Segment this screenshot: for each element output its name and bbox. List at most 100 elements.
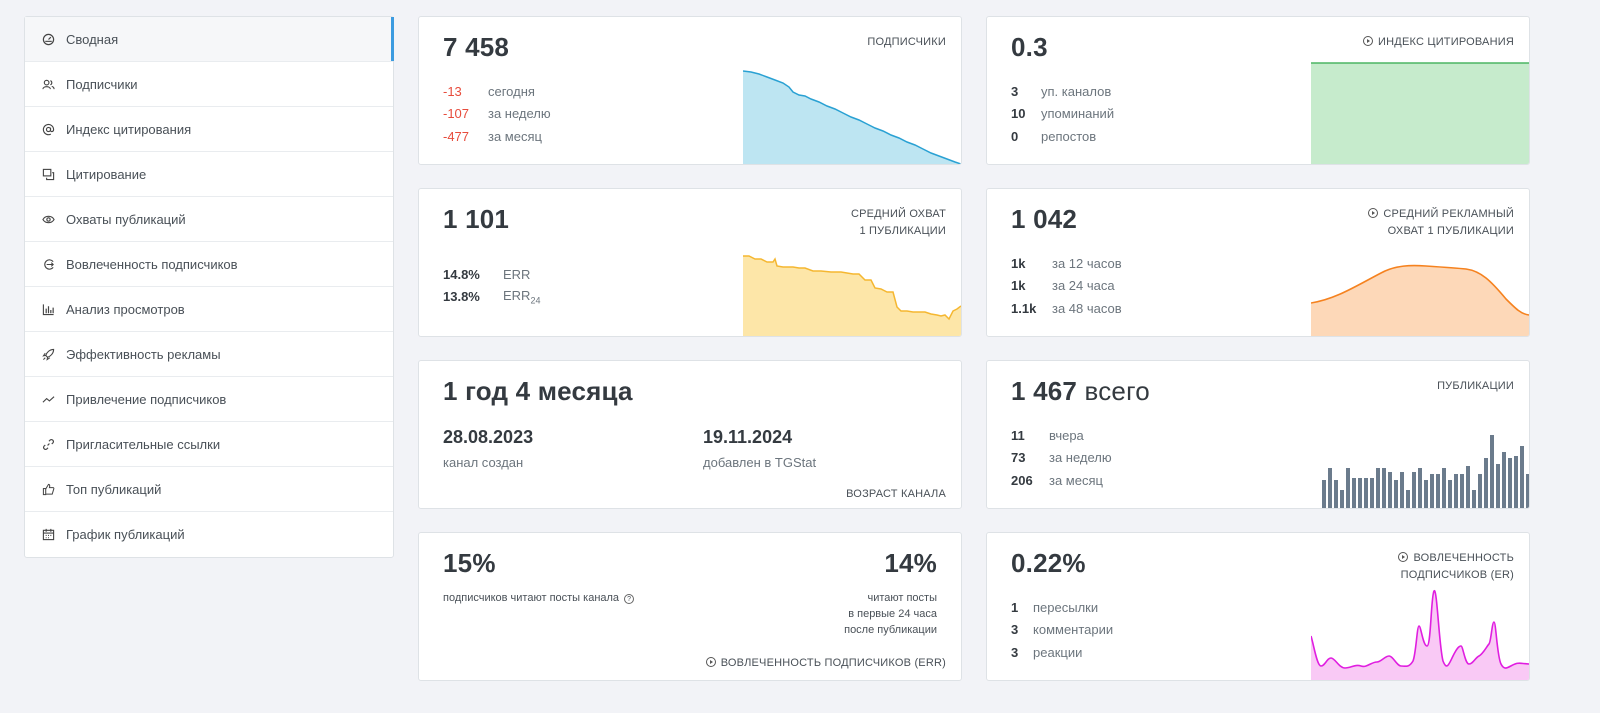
sidebar-item-summary[interactable]: Сводная: [25, 17, 394, 62]
stat-label: пересылки: [1033, 599, 1099, 615]
sidebar-item-engagement[interactable]: Вовлеченность подписчиков: [25, 242, 393, 287]
eye-icon: [41, 212, 55, 226]
sidebar-item-label: График публикаций: [66, 527, 185, 542]
stat-value: 206: [1011, 472, 1033, 488]
err-label-text: вовлеченность подписчиков (err): [720, 657, 946, 669]
stat-value: 73: [1011, 450, 1026, 466]
avg-reach-label: средний охват 1 публикации: [851, 206, 946, 240]
stat-value: 0: [1011, 128, 1019, 144]
stat-row: 10 упоминаний: [1011, 103, 1114, 126]
citation-index-label: индекс цитирования: [1363, 34, 1514, 51]
stat-label: ERR: [503, 266, 531, 282]
publications-value: 1 467 всего: [1011, 376, 1150, 407]
avg-reach-label-line2: 1 публикации: [859, 225, 946, 237]
stat-label: уп. каналов: [1041, 83, 1112, 99]
subscribers-count: 7 458: [443, 32, 510, 62]
err-right-line2: в первые 24 часа: [848, 608, 937, 620]
subscribers-sparkline: [743, 70, 961, 164]
sidebar-item-label: Сводная: [66, 31, 119, 47]
stat-row: 11 вчера: [1011, 424, 1112, 447]
link-icon: [41, 437, 55, 451]
sidebar-item-label: Индекс цитирования: [66, 121, 192, 137]
avg-ad-reach-card[interactable]: 1 042 средний рекламный охват 1 публикаци…: [986, 188, 1530, 337]
channel-age-card[interactable]: 1 год 4 месяца 28.08.2023 канал создан 1…: [418, 360, 962, 509]
citation-index-card[interactable]: 0.3 индекс цитирования 3 уп. каналов 10 уп…: [986, 16, 1530, 165]
subscribers-label: подписчики: [867, 36, 946, 48]
stat-row: 13.8% ERR24: [443, 286, 540, 309]
avg-reach-card[interactable]: 1 101 средний охват 1 публикации 14.8% ERR…: [418, 188, 962, 337]
sidebar-item-label: Охваты публикаций: [66, 211, 186, 227]
avg-ad-reach-label: средний рекламный охват 1 публикации: [1368, 206, 1514, 240]
sidebar-item-post-schedule[interactable]: График публикаций: [25, 512, 393, 557]
stat-row: 1k за 12 часов: [1011, 252, 1122, 275]
sidebar-item-acquisition[interactable]: Привлечение подписчиков: [25, 377, 393, 422]
publications-suffix: всего: [1084, 376, 1150, 406]
sidebar-item-ad-efficiency[interactable]: Эффективность рекламы: [25, 332, 393, 377]
stat-label: за 12 часов: [1052, 255, 1122, 271]
help-icon[interactable]: ?: [624, 594, 635, 604]
calendar-icon: [41, 528, 55, 542]
channel-age-value: 1 год 4 месяца: [443, 376, 633, 406]
stat-row: 1 пересылки: [1011, 596, 1113, 619]
at-icon: [41, 122, 55, 136]
added-date: 19.11.2024: [703, 427, 793, 447]
play-circle-icon: [705, 657, 716, 667]
er-label: вовлеченность подписчиков (er): [1398, 550, 1514, 584]
sidebar-item-quoting[interactable]: Цитирование: [25, 152, 393, 197]
er-card[interactable]: 0.22% вовлеченность подписчиков (er) 1 пер…: [986, 532, 1530, 681]
publications-label: публикации: [1437, 380, 1514, 392]
added-label: добавлен в TGStat: [703, 455, 817, 470]
err-right-text: читают посты в первые 24 часа после публ…: [844, 590, 937, 638]
stat-value: -107: [443, 106, 470, 122]
stat-label: сегодня: [488, 83, 535, 99]
stat-label: за 24 часа: [1052, 278, 1115, 294]
sidebar-item-invite-links[interactable]: Пригласительные ссылки: [25, 422, 393, 467]
stat-label: упоминаний: [1041, 106, 1115, 122]
stat-label: за неделю: [488, 106, 551, 122]
stat-label: за 48 часов: [1052, 300, 1122, 316]
stat-value: -477: [443, 128, 470, 144]
dashboard-icon: [41, 32, 55, 46]
avg-reach-value: 1 101: [443, 204, 510, 234]
publications-bar-chart: [1322, 435, 1529, 508]
created-date: 28.08.2023: [443, 427, 534, 447]
sidebar-item-reach[interactable]: Охваты публикаций: [25, 197, 393, 242]
avg-ad-reach-label-line1-text: средний рекламный: [1383, 208, 1514, 220]
stat-value: 1k: [1011, 278, 1026, 294]
stat-label: за неделю: [1049, 450, 1112, 466]
sidebar-item-top-posts[interactable]: Топ публикаций: [25, 467, 393, 512]
stat-row: 1.1k за 48 часов: [1011, 297, 1122, 320]
err-card[interactable]: 15% подписчиков читают посты канала? 14%…: [418, 532, 962, 681]
rocket-icon: [41, 347, 55, 361]
stat-label: за месяц: [488, 128, 542, 144]
citation-index-label-text: индекс цитирования: [1378, 36, 1514, 48]
stat-label: репостов: [1041, 128, 1097, 144]
stat-value: 11: [1011, 427, 1025, 443]
stat-value: 13.8%: [443, 289, 480, 305]
stat-row: 1k за 24 часа: [1011, 275, 1122, 298]
stat-label: вчера: [1049, 427, 1084, 443]
sidebar-item-label: Анализ просмотров: [66, 301, 185, 317]
sidebar-item-subscribers[interactable]: Подписчики: [25, 62, 393, 107]
stat-label: ERR24: [503, 288, 540, 306]
avg-ad-reach-sparkline: [1311, 264, 1529, 336]
err-label: вовлеченность подписчиков (err): [705, 655, 946, 672]
engagement-icon: [41, 257, 55, 271]
publications-card[interactable]: 1 467 всего публикации 11 вчера 73 за неде…: [986, 360, 1530, 509]
stat-label: реакции: [1033, 644, 1083, 660]
stat-row: -13 сегодня: [443, 80, 551, 103]
stat-row: 14.8% ERR: [443, 263, 540, 286]
stat-row: 3 уп. каналов: [1011, 80, 1114, 103]
sidebar-item-label: Цитирование: [66, 166, 147, 182]
publications-stats: 11 вчера 73 за неделю 206 за месяц: [1011, 424, 1112, 492]
subscribers-card[interactable]: 7 458 подписчики -13 сегодня -107 за недел…: [418, 16, 962, 165]
stat-row: 206 за месяц: [1011, 469, 1112, 492]
sidebar-item-views-analysis[interactable]: Анализ просмотров: [25, 287, 393, 332]
bar-chart-icon: [41, 302, 55, 316]
avg-ad-reach-label-line1: средний рекламный: [1368, 206, 1514, 223]
sidebar-item-label: Топ публикаций: [66, 481, 162, 497]
users-icon: [41, 77, 55, 91]
er-label-line1: вовлеченность: [1398, 550, 1514, 567]
stat-label: за месяц: [1049, 472, 1103, 488]
sidebar-item-citation-index[interactable]: Индекс цитирования: [25, 107, 393, 152]
